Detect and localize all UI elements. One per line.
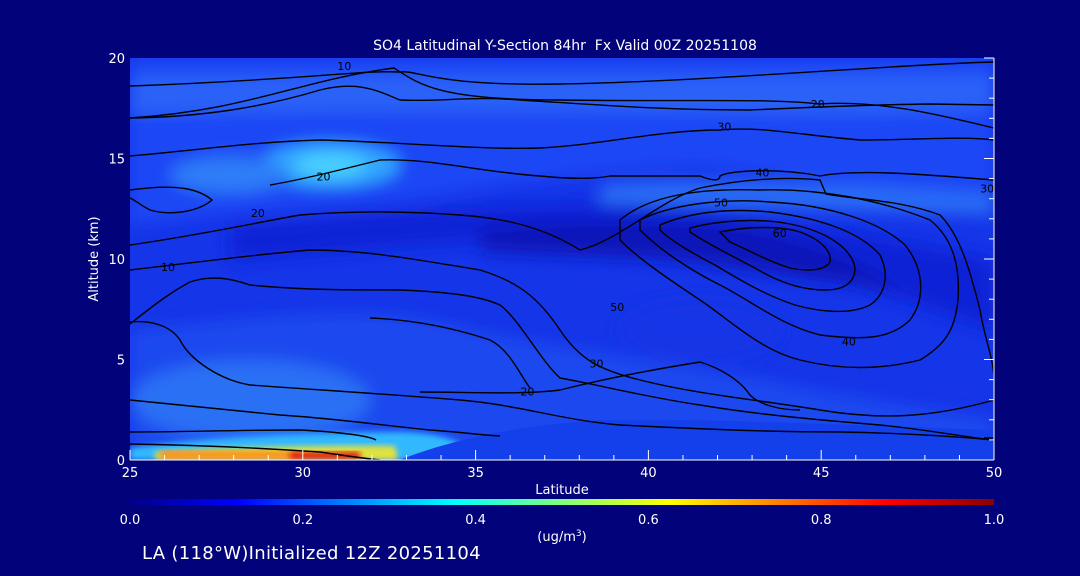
colorbar-ticks: 0.0 0.2 0.4 0.6 0.8 1.0 bbox=[120, 513, 1005, 528]
contour-line bbox=[639, 200, 922, 339]
footer-init-info: LA (118°W)Initialized 12Z 20251104 bbox=[142, 543, 481, 564]
contour-label: 50 bbox=[610, 301, 624, 314]
contour-label: 20 bbox=[251, 207, 265, 220]
colorbar-gradient bbox=[130, 499, 994, 505]
contour-line bbox=[130, 320, 994, 441]
colorbar-tick-label: 0.6 bbox=[638, 513, 659, 528]
contour-label: 50 bbox=[714, 197, 728, 210]
x-tick-label: 35 bbox=[467, 466, 484, 481]
contour-line bbox=[130, 399, 501, 437]
colorbar-tick-label: 0.4 bbox=[465, 513, 486, 528]
contour-line bbox=[130, 443, 381, 460]
contour-line bbox=[130, 277, 994, 441]
contour-label: 20 bbox=[520, 386, 534, 399]
contour-labels: 10 20 30 20 40 30 20 50 60 10 50 40 30 20 bbox=[161, 60, 994, 399]
contour-label: 60 bbox=[773, 227, 787, 240]
contour-line bbox=[659, 209, 886, 313]
contour-line bbox=[130, 128, 994, 157]
x-tick-label: 45 bbox=[813, 466, 830, 481]
x-tick-label: 25 bbox=[122, 466, 139, 481]
contour-lines bbox=[130, 61, 994, 460]
y-tick-label: 15 bbox=[108, 153, 125, 168]
contour-line bbox=[269, 159, 994, 186]
colorbar-tick-label: 0.0 bbox=[120, 513, 141, 528]
heatmap-field bbox=[130, 58, 994, 460]
contour-line bbox=[130, 61, 994, 87]
contour-label: 30 bbox=[717, 120, 731, 133]
y-tick-label: 5 bbox=[117, 354, 125, 369]
contour-line bbox=[419, 361, 801, 411]
y-tick-label: 20 bbox=[108, 52, 125, 67]
colorbar-tick-label: 0.2 bbox=[292, 513, 313, 528]
contour-label: 10 bbox=[161, 261, 175, 274]
contour-line bbox=[130, 177, 994, 381]
contour-label: 20 bbox=[811, 98, 825, 111]
x-axis-label: Latitude bbox=[535, 483, 589, 498]
y-axis-label: Altitude (km) bbox=[87, 216, 102, 301]
contour-label: 20 bbox=[317, 171, 331, 184]
contour-line bbox=[369, 317, 531, 389]
contour-line bbox=[130, 186, 214, 214]
contour-line bbox=[689, 219, 856, 291]
colorbar-unit-label: (ug/m3) bbox=[537, 529, 586, 545]
contour-label: 30 bbox=[980, 183, 994, 196]
contour-line bbox=[130, 429, 377, 441]
contour-line bbox=[130, 85, 994, 119]
y-tick-label: 10 bbox=[108, 253, 125, 268]
contour-line bbox=[130, 67, 994, 129]
x-axis: 25 30 35 40 45 50 bbox=[122, 450, 1003, 481]
contour-line bbox=[130, 249, 994, 417]
contour-label: 40 bbox=[842, 335, 856, 348]
x-tick-label: 40 bbox=[640, 466, 657, 481]
contour-line bbox=[619, 189, 960, 369]
x-tick-label: 50 bbox=[986, 466, 1003, 481]
y-tick-label: 0 bbox=[117, 454, 125, 469]
colorbar-tick-label: 1.0 bbox=[984, 513, 1005, 528]
colorbar-tick-label: 0.8 bbox=[811, 513, 832, 528]
colorbar: 0.0 0.2 0.4 0.6 0.8 1.0 (ug/m3) bbox=[120, 499, 1005, 545]
chart-title: SO4 Latitudinal Y-Section 84hr Fx Valid … bbox=[373, 38, 757, 54]
contour-line bbox=[718, 226, 831, 271]
x-tick-label: 30 bbox=[295, 466, 312, 481]
contour-label: 30 bbox=[590, 358, 604, 371]
contour-label: 40 bbox=[755, 167, 769, 180]
contour-label: 10 bbox=[337, 60, 351, 73]
y-axis: 0 5 10 15 20 bbox=[108, 52, 994, 469]
